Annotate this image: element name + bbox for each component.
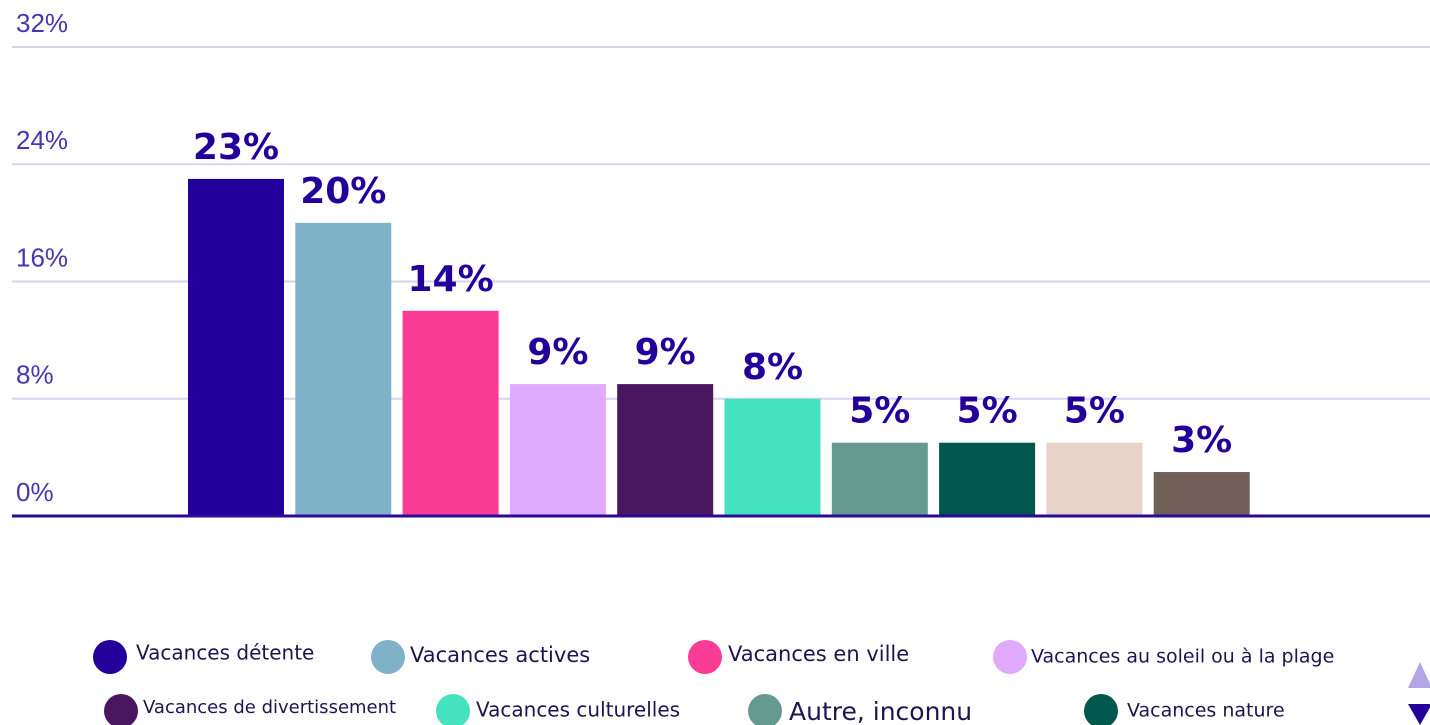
legend-label: Vacances de divertissement [143,697,396,718]
legend-swatch [93,640,127,674]
y-tick-label: 8% [16,360,54,390]
bar [939,442,1036,515]
legend-swatch [688,640,722,674]
y-tick-label: 24% [16,125,68,155]
legend-swatch [993,640,1027,674]
data-label: 5% [1064,391,1125,432]
bar [831,442,928,515]
data-label: 23% [193,127,279,168]
bar [295,222,392,515]
y-tick-label: 16% [16,242,68,272]
legend-label: Autre, inconnu [789,697,972,725]
legend-label: Vacances au soleil ou à la plage [1031,646,1334,668]
legend-page-up[interactable] [1408,662,1430,688]
bar [188,178,284,515]
legend-swatch [436,694,470,725]
data-label: 20% [300,171,386,212]
legend-page-down[interactable] [1408,704,1430,725]
bar [402,310,499,515]
bar [617,384,714,515]
legend-swatch [748,694,782,725]
legend-label: Vacances nature [1127,700,1285,722]
bar [1153,472,1250,515]
y-tick-label: 0% [16,477,54,507]
data-label: 9% [635,332,696,373]
legend-label: Vacances en ville [728,642,909,666]
legend-label: Vacances détente [136,641,314,665]
y-tick-label: 32% [16,8,68,38]
data-label: 14% [408,259,494,300]
bar [509,384,606,515]
data-label: 9% [527,332,588,373]
bar [724,398,821,515]
legend-swatch [104,694,138,725]
bar [1046,442,1143,515]
data-label: 8% [742,347,803,388]
data-label: 5% [849,391,910,432]
legend-label: Vacances actives [410,643,590,667]
legend-swatch [1084,694,1118,725]
legend-label: Vacances culturelles [476,698,680,722]
data-label: 5% [957,391,1018,432]
data-label: 3% [1171,420,1232,461]
legend-swatch [371,640,405,674]
